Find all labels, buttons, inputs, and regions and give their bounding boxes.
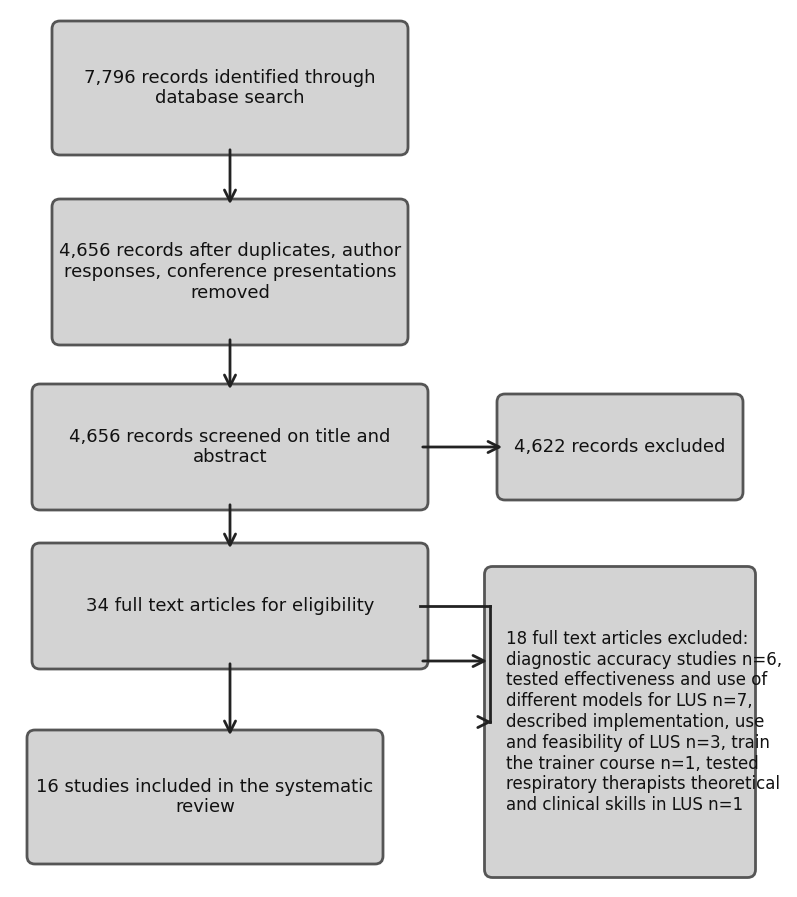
- Text: 4,656 records screened on title and
abstract: 4,656 records screened on title and abst…: [69, 428, 391, 466]
- Text: 34 full text articles for eligibility: 34 full text articles for eligibility: [86, 597, 374, 615]
- Text: 16 studies included in the systematic
review: 16 studies included in the systematic re…: [37, 778, 374, 816]
- FancyBboxPatch shape: [32, 543, 428, 669]
- Text: 7,796 records identified through
database search: 7,796 records identified through databas…: [84, 68, 375, 108]
- Text: 4,656 records after duplicates, author
responses, conference presentations
remov: 4,656 records after duplicates, author r…: [59, 242, 401, 301]
- FancyBboxPatch shape: [52, 21, 408, 155]
- Text: 4,622 records excluded: 4,622 records excluded: [514, 438, 726, 456]
- FancyBboxPatch shape: [52, 199, 408, 345]
- FancyBboxPatch shape: [27, 730, 383, 864]
- Text: 18 full text articles excluded:
diagnostic accuracy studies n=6,
tested effectiv: 18 full text articles excluded: diagnost…: [507, 630, 783, 814]
- FancyBboxPatch shape: [497, 394, 743, 500]
- FancyBboxPatch shape: [485, 567, 756, 877]
- FancyBboxPatch shape: [32, 384, 428, 510]
